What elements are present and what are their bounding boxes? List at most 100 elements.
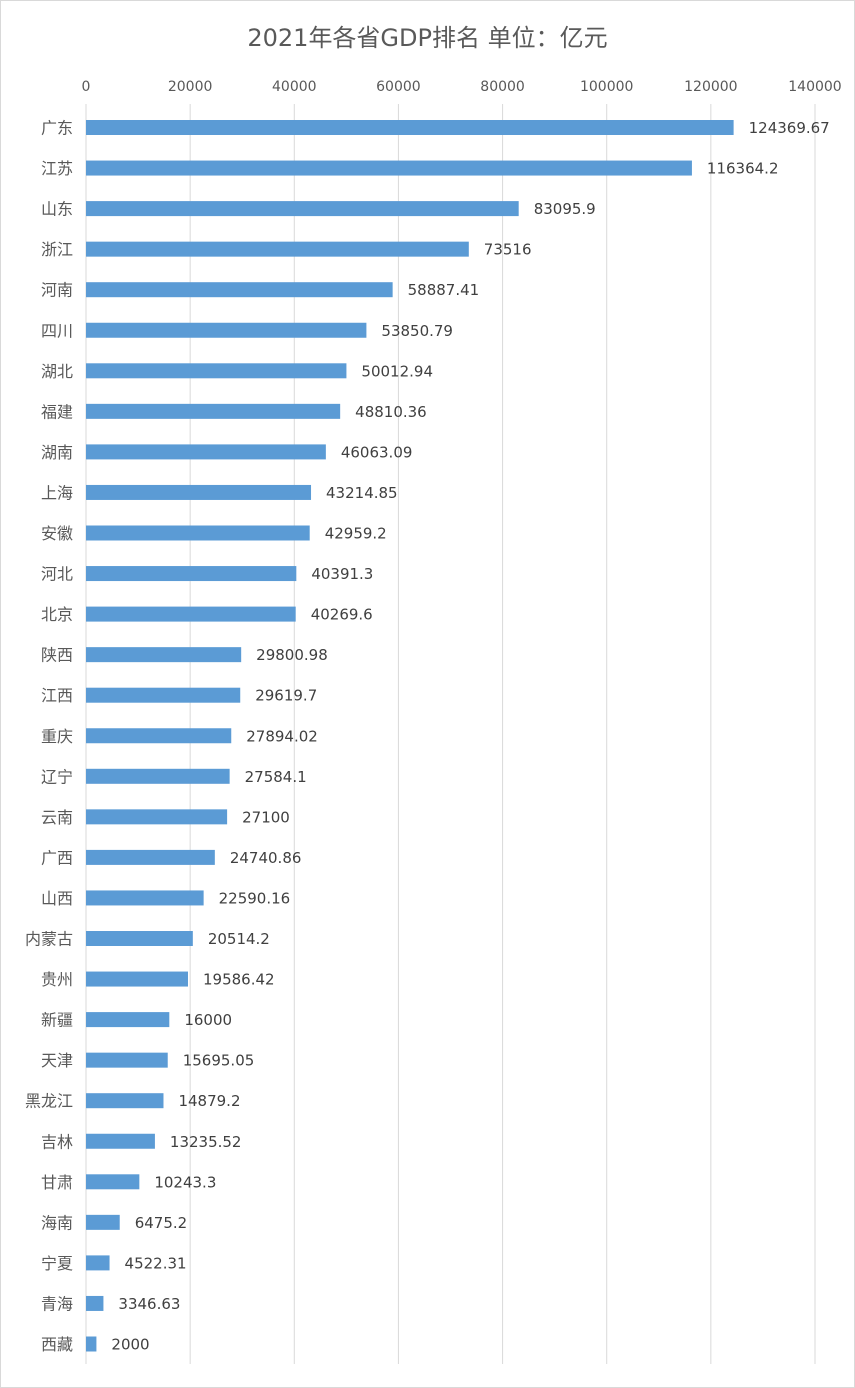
category-label: 上海 <box>41 483 73 502</box>
bar <box>86 931 193 946</box>
bar <box>86 444 326 460</box>
bar <box>86 647 242 663</box>
category-label: 重庆 <box>41 727 73 746</box>
category-label: 福建 <box>41 402 73 421</box>
value-label: 116364.2 <box>707 160 779 178</box>
category-label: 湖北 <box>41 362 73 381</box>
category-label: 陕西 <box>41 646 73 665</box>
value-label: 40269.6 <box>311 606 373 624</box>
x-tick-label: 0 <box>82 79 91 95</box>
bar <box>86 403 341 419</box>
value-label: 58887.41 <box>408 281 480 299</box>
bar <box>86 971 188 987</box>
value-label: 15695.05 <box>183 1052 255 1070</box>
value-label: 19586.42 <box>203 971 275 989</box>
value-label: 46063.09 <box>341 443 413 461</box>
bar <box>86 484 312 500</box>
value-label: 6475.2 <box>135 1214 188 1232</box>
bar <box>86 687 241 703</box>
value-label: 4522.31 <box>125 1254 187 1272</box>
category-label: 西藏 <box>41 1335 73 1354</box>
value-label: 29800.98 <box>256 646 328 664</box>
category-label: 云南 <box>41 808 73 827</box>
category-label: 山东 <box>41 200 73 219</box>
value-label: 29619.7 <box>255 687 317 705</box>
value-label: 22590.16 <box>219 889 291 907</box>
bar <box>86 768 230 784</box>
bar <box>86 566 297 582</box>
bar <box>86 120 734 135</box>
category-label: 河北 <box>41 565 73 584</box>
x-tick-label: 140000 <box>788 79 841 95</box>
category-label: 安徽 <box>41 524 73 543</box>
bar <box>86 1295 104 1311</box>
category-label: 辽宁 <box>41 767 73 786</box>
gridlines <box>85 104 816 1364</box>
value-label: 50012.94 <box>361 362 433 380</box>
bar <box>86 1093 164 1109</box>
value-label: 3346.63 <box>118 1295 180 1313</box>
x-tick-label: 120000 <box>684 79 737 95</box>
category-label: 山西 <box>41 889 73 908</box>
bar <box>86 1052 168 1068</box>
category-label: 四川 <box>41 321 73 340</box>
axis-tick-labels: 0 20000 40000 60000 80000 100000 120000 140000 <box>82 79 842 95</box>
category-label: 北京 <box>41 605 73 624</box>
value-label: 40391.3 <box>311 565 373 583</box>
value-label: 13235.52 <box>170 1133 242 1151</box>
value-label: 27584.1 <box>245 768 307 786</box>
value-label: 10243.3 <box>154 1173 216 1191</box>
value-label: 53850.79 <box>381 322 453 340</box>
value-label: 16000 <box>184 1011 232 1029</box>
bar <box>86 525 310 541</box>
x-tick-label: 20000 <box>168 79 213 95</box>
bar <box>86 322 367 338</box>
category-label: 江西 <box>41 686 73 705</box>
bar <box>86 363 347 379</box>
x-tick-label: 40000 <box>272 79 317 95</box>
bar <box>86 1133 155 1149</box>
value-labels: 124369.67 116364.2 83095.9 73516 58887.41 538… <box>111 119 829 1354</box>
value-label: 27100 <box>242 808 290 826</box>
bar <box>86 1214 120 1230</box>
bars <box>86 120 734 1352</box>
value-label: 27894.02 <box>246 727 318 745</box>
category-label: 海南 <box>41 1213 73 1232</box>
chart-title: 2021年各省GDP排名 单位：亿元 <box>247 24 608 52</box>
bar <box>86 282 393 298</box>
value-label: 42959.2 <box>325 525 387 543</box>
value-label: 2000 <box>111 1336 149 1354</box>
bar <box>86 890 204 906</box>
category-label: 新疆 <box>41 1011 73 1030</box>
category-label: 青海 <box>41 1294 73 1313</box>
category-label: 贵州 <box>41 970 73 989</box>
value-label: 20514.2 <box>208 930 270 948</box>
category-label: 宁夏 <box>41 1254 73 1273</box>
category-label: 河南 <box>41 281 73 300</box>
category-label: 黑龙江 <box>25 1092 73 1111</box>
bar <box>86 1012 170 1028</box>
bar <box>86 1174 140 1190</box>
x-tick-label: 60000 <box>376 79 421 95</box>
category-label: 内蒙古 <box>25 930 73 949</box>
value-label: 73516 <box>484 241 532 259</box>
bar <box>86 728 232 744</box>
category-label: 江苏 <box>41 159 73 178</box>
bar <box>86 241 469 257</box>
bar <box>86 849 215 865</box>
value-label: 24740.86 <box>230 849 302 867</box>
value-label: 14879.2 <box>178 1092 240 1110</box>
category-label: 浙江 <box>41 240 73 259</box>
value-label: 43214.85 <box>326 484 398 502</box>
category-label: 吉林 <box>41 1132 73 1151</box>
category-label: 广西 <box>41 848 73 867</box>
bar <box>86 201 519 217</box>
category-label: 广东 <box>41 119 73 138</box>
category-label: 甘肃 <box>41 1173 73 1192</box>
category-label: 天津 <box>41 1051 73 1070</box>
category-labels: 广东江苏山东浙江河南四川湖北福建湖南上海安徽河北北京陕西江西重庆辽宁云南广西山西… <box>25 119 73 1355</box>
category-label: 湖南 <box>41 443 73 462</box>
value-label: 83095.9 <box>534 200 596 218</box>
bar <box>86 1255 110 1271</box>
